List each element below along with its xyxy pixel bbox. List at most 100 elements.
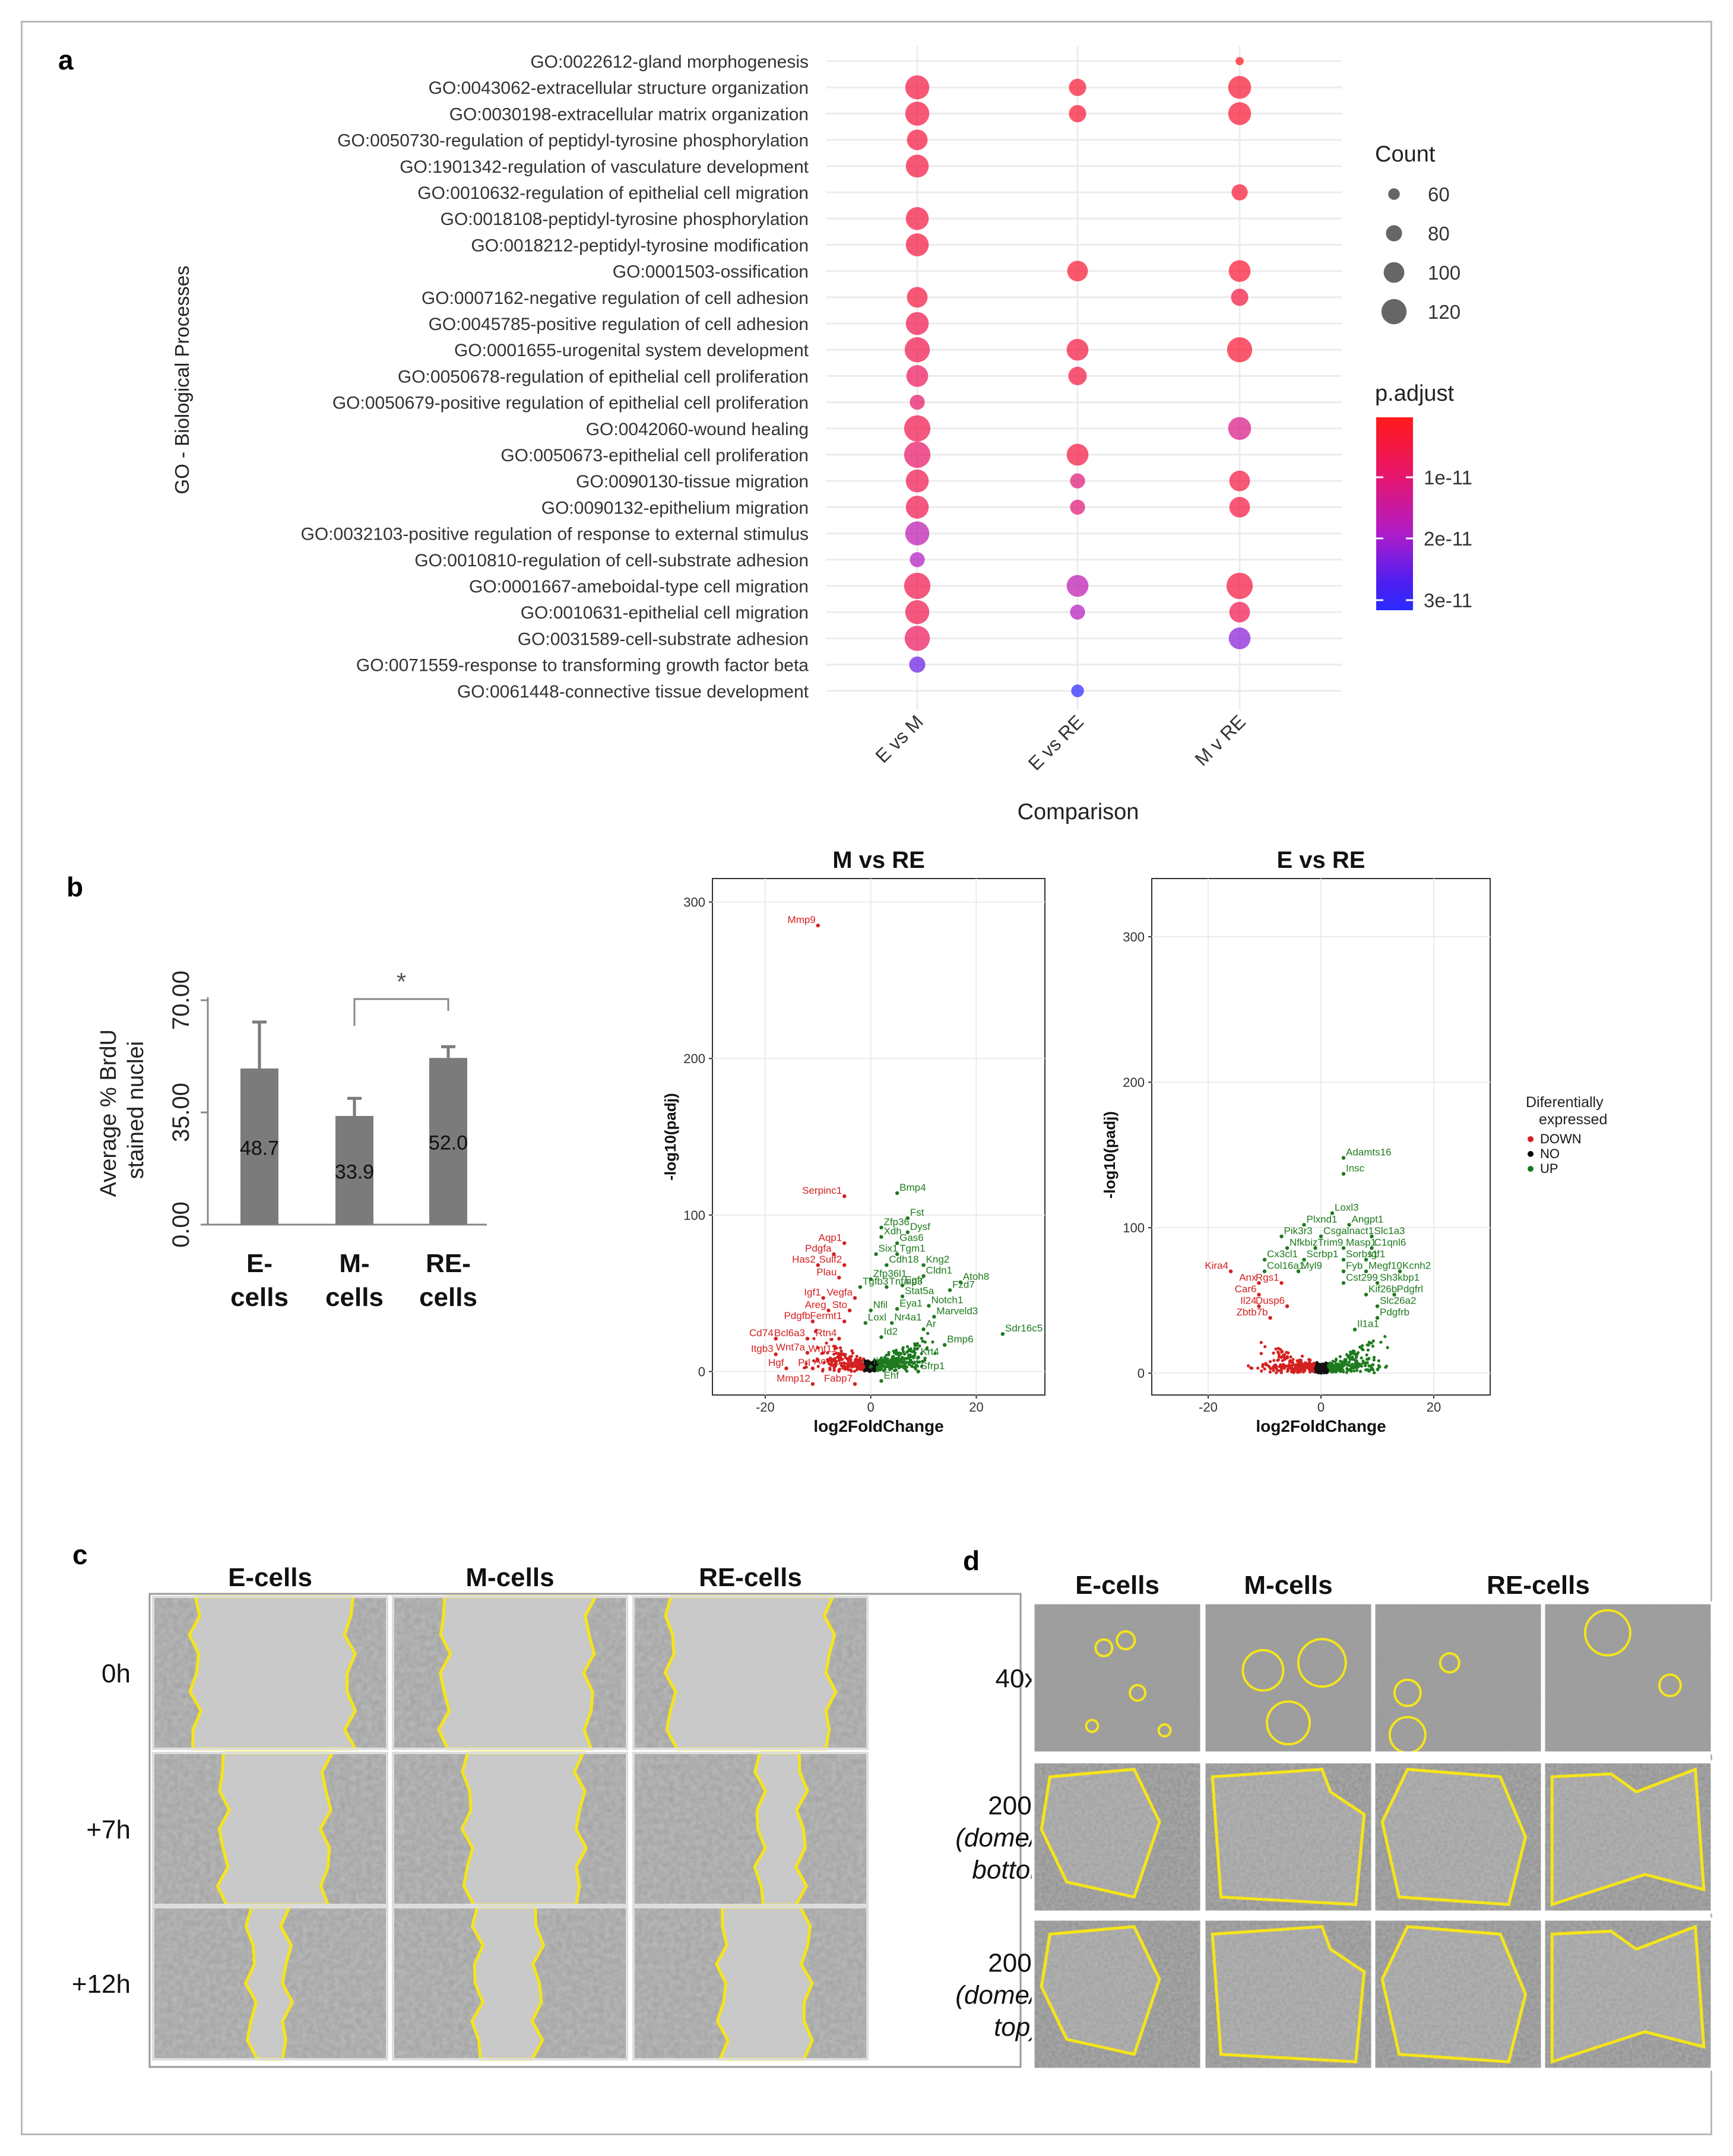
volcano-point xyxy=(1281,1365,1285,1369)
volcano-point xyxy=(1275,1368,1279,1371)
volcano-point xyxy=(882,1364,885,1368)
volcano-gene-point xyxy=(958,1280,962,1285)
foci-image xyxy=(1031,1601,1203,1755)
volcano-point xyxy=(1246,1364,1250,1368)
volcano-gene-label: Angpt1 xyxy=(1352,1213,1384,1225)
volcano-point xyxy=(837,1369,841,1373)
volcano-point xyxy=(1300,1354,1304,1358)
volcano-legend-dot xyxy=(1528,1166,1534,1172)
dotplot-point xyxy=(905,207,929,230)
volcano-gene-point xyxy=(1319,1234,1323,1239)
volcano-gene-point xyxy=(842,1241,847,1245)
foci-circle-outline xyxy=(1266,1700,1311,1746)
volcano-title: E vs RE xyxy=(1277,847,1366,873)
volcano-point xyxy=(842,1361,847,1365)
comparison-label: E vs M xyxy=(871,711,927,767)
wound-image-border xyxy=(152,1596,388,1750)
volcano-point xyxy=(914,1364,918,1368)
volcano-point xyxy=(899,1358,902,1361)
foci-circle-outline xyxy=(1583,1609,1631,1657)
volcano-point xyxy=(863,1369,867,1372)
volcano-gene-point xyxy=(879,1335,883,1339)
volcano-gene-point xyxy=(895,1241,899,1245)
wound-grid-frame xyxy=(148,1593,1022,2068)
volcano-point xyxy=(1358,1345,1362,1349)
volcano-gene-label: Wnt7a xyxy=(776,1342,806,1353)
padj-tick-label: 2e-11 xyxy=(1424,528,1472,550)
volcano-gene-label: Adamts16 xyxy=(1346,1147,1392,1158)
go-term-label: GO:0071559-response to transforming grow… xyxy=(356,656,809,676)
volcano-point xyxy=(895,1352,898,1356)
dotplot-point xyxy=(905,469,929,493)
volcano-gene-point xyxy=(842,1319,847,1324)
volcano-point xyxy=(905,1361,909,1364)
volcano-point xyxy=(1367,1357,1370,1361)
volcano-point xyxy=(1377,1359,1380,1363)
volcano-gene-label: Zbtb7b xyxy=(1237,1307,1268,1318)
volcano-gene-label: Id2 xyxy=(883,1326,898,1337)
volcano-point xyxy=(1298,1364,1303,1368)
dotplot-point xyxy=(909,657,926,673)
wound-image-border xyxy=(392,1752,628,1906)
volcano-point xyxy=(1351,1366,1354,1369)
dotplot-point xyxy=(1067,261,1088,281)
volcano-point xyxy=(1276,1346,1281,1350)
dotplot-point xyxy=(1066,575,1089,597)
volcano-gene-label: Fabp7 xyxy=(824,1373,853,1384)
volcano-point xyxy=(1385,1364,1389,1368)
volcano-point xyxy=(832,1368,836,1372)
volcano-gene-point xyxy=(1285,1246,1290,1250)
volcano-point xyxy=(1364,1361,1368,1365)
volcano-point xyxy=(1320,1369,1324,1372)
go-term-label: GO:0031589-cell-substrate adhesion xyxy=(518,629,809,649)
go-term-label: GO:0042060-wound healing xyxy=(586,420,809,439)
volcano-point xyxy=(1386,1346,1389,1349)
volcano-gene-point xyxy=(885,1263,889,1267)
volcano-point xyxy=(1361,1344,1364,1348)
volcano-point xyxy=(1288,1360,1291,1364)
volcano-point xyxy=(1292,1367,1296,1371)
volcano-point xyxy=(1249,1366,1253,1369)
foci-circle-outline xyxy=(1658,1673,1682,1698)
volcano-point xyxy=(1350,1362,1354,1366)
volcano-gene-label: Sfrp1 xyxy=(921,1360,945,1371)
wound-gap xyxy=(438,1597,595,1749)
volcano-point xyxy=(1372,1356,1376,1359)
volcano-point xyxy=(1319,1365,1322,1369)
volcano-gene-label: Insc xyxy=(1346,1162,1365,1174)
volcano-point xyxy=(1274,1364,1278,1367)
foci-circle-outline xyxy=(1241,1648,1285,1692)
dotplot-point xyxy=(1070,604,1085,620)
volcano-point xyxy=(866,1362,869,1365)
foci-image-border xyxy=(1031,1917,1203,2071)
foci-dome xyxy=(1382,1769,1526,1905)
volcano-point xyxy=(1383,1334,1387,1339)
volcano-gene-label: Loxl3 xyxy=(1335,1202,1359,1213)
volcano-point xyxy=(907,1353,911,1357)
volcano-point xyxy=(1300,1361,1303,1364)
go-dotplot: GO:0022612-gland morphogenesis GO:0043062… xyxy=(171,46,1472,825)
dotplot-point xyxy=(1229,470,1250,492)
volcano-point xyxy=(1377,1364,1380,1367)
volcano-gene-point xyxy=(805,1336,810,1341)
volcano-gene-point xyxy=(1296,1269,1301,1273)
volcano-point xyxy=(812,1337,816,1340)
volcano-gene-point xyxy=(832,1252,836,1256)
volcano-point xyxy=(1325,1369,1329,1373)
volcano-point xyxy=(1289,1355,1292,1359)
volcano-point xyxy=(816,1365,820,1368)
volcano-point xyxy=(1373,1371,1376,1375)
bar-2 xyxy=(429,1058,467,1225)
foci-image-texture xyxy=(1204,1603,1373,1753)
volcano-point xyxy=(855,1355,858,1358)
volcano-point-cloud xyxy=(1246,1334,1389,1375)
dotplot-point xyxy=(905,75,930,100)
comparison-label: E vs RE xyxy=(1024,711,1088,774)
volcano-gene-point xyxy=(869,1308,873,1312)
volcano-point xyxy=(815,1329,818,1332)
volcano-point-cloud xyxy=(803,1329,937,1373)
volcano-point xyxy=(831,1359,834,1362)
volcano-gene-label: Slc1a3 xyxy=(1374,1225,1405,1236)
